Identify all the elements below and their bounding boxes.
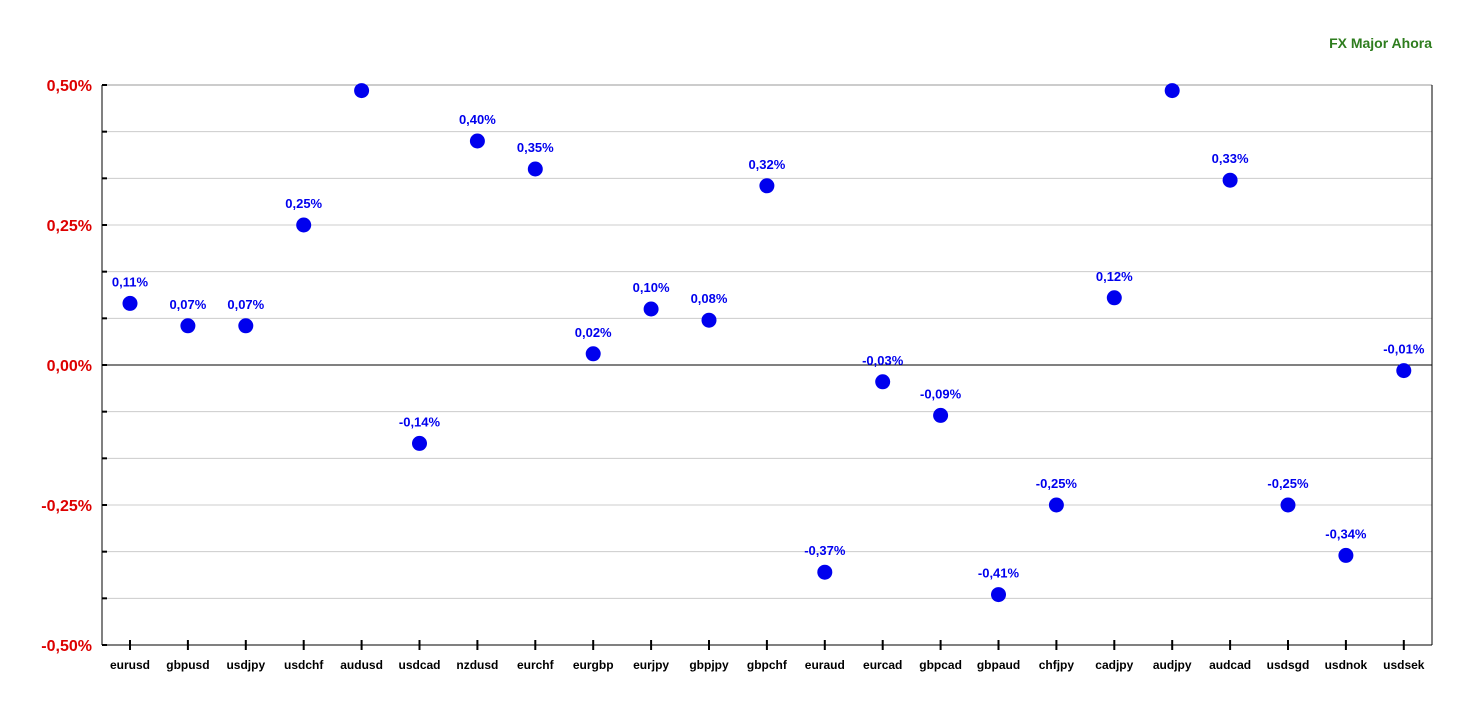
x-tick-label: eurusd <box>110 658 150 672</box>
data-label-gbpcad: -0,09% <box>920 386 962 401</box>
data-label-usdnok: -0,34% <box>1325 526 1367 541</box>
data-point-audcad <box>1222 172 1238 188</box>
x-tick-label: gbpchf <box>747 658 788 672</box>
data-point-gbpaud <box>991 587 1006 603</box>
y-tick-label: 0,25% <box>47 218 92 235</box>
data-point-usdjpy <box>238 318 254 334</box>
x-tick-label: chfjpy <box>1039 658 1075 672</box>
data-label-audcad: 0,33% <box>1212 151 1249 166</box>
data-point-audusd <box>354 83 370 99</box>
data-label-eurusd: 0,11% <box>112 274 149 289</box>
x-tick-label: gbpcad <box>919 658 962 672</box>
data-label-usdsek: -0,01% <box>1383 342 1425 357</box>
y-axis-ticks: 0,50% 0,25% 0,00% -0,25% -0,50% <box>41 78 107 655</box>
data-label-gbpjpy: 0,08% <box>691 291 728 306</box>
x-tick-label: eurchf <box>517 658 555 672</box>
x-tick-label: cadjpy <box>1095 658 1133 672</box>
data-label-usdjpy: 0,07% <box>227 297 264 312</box>
data-point-audjpy <box>1164 83 1180 99</box>
data-point-eurcad <box>875 374 891 390</box>
x-tick-label: usdcad <box>398 658 440 672</box>
data-points <box>122 83 1412 603</box>
data-label-eurgbp: 0,02% <box>575 325 612 340</box>
x-tick-label: euraud <box>805 658 845 672</box>
x-tick-label: usdsgd <box>1267 658 1310 672</box>
x-tick-label: usdjpy <box>226 658 265 672</box>
data-point-eurgbp <box>585 346 601 362</box>
data-point-eurchf <box>527 161 543 177</box>
data-point-eurusd <box>122 295 138 311</box>
x-tick-label: audusd <box>340 658 383 672</box>
x-tick-label: gbpaud <box>977 658 1020 672</box>
data-point-gbpchf <box>759 178 775 194</box>
data-label-eurchf: 0,35% <box>517 140 554 155</box>
y-tick-label: -0,25% <box>41 498 92 515</box>
data-point-usdcad <box>412 435 427 451</box>
x-tick-label: usdchf <box>284 658 324 672</box>
data-label-cadjpy: 0,12% <box>1096 269 1133 284</box>
x-tick-label: audcad <box>1209 658 1251 672</box>
data-point-usdchf <box>296 217 312 233</box>
data-point-gbpjpy <box>701 312 717 328</box>
x-tick-label: usdnok <box>1325 658 1368 672</box>
chart-title: FX Major Ahora <box>1329 35 1432 51</box>
data-label-usdcad: -0,14% <box>399 414 441 429</box>
x-axis-ticks: eurusd gbpusd usdjpy usdchf audusd usdcad nzdu… <box>110 640 1425 672</box>
data-point-usdsek <box>1396 363 1412 379</box>
data-label-eurjpy: 0,10% <box>633 280 670 295</box>
y-tick-label: 0,00% <box>47 358 92 375</box>
data-label-nzdusd: 0,40% <box>459 112 496 127</box>
x-tick-label: eurgbp <box>573 658 614 672</box>
x-tick-label: gbpusd <box>166 658 209 672</box>
y-tick-label: 0,50% <box>47 78 92 95</box>
data-point-eurjpy <box>643 301 659 317</box>
data-label-chfjpy: -0,25% <box>1036 476 1078 491</box>
x-tick-label: usdsek <box>1383 658 1425 672</box>
x-tick-label: audjpy <box>1153 658 1192 672</box>
x-tick-label: eurcad <box>863 658 902 672</box>
data-point-nzdusd <box>469 133 485 149</box>
data-point-usdsgd <box>1280 497 1296 513</box>
data-label-usdchf: 0,25% <box>285 196 322 211</box>
data-label-gbpchf: 0,32% <box>748 157 785 172</box>
y-tick-label: -0,50% <box>41 638 92 655</box>
x-tick-label: eurjpy <box>633 658 669 672</box>
data-point-euraud <box>817 564 833 580</box>
x-tick-label: nzdusd <box>456 658 498 672</box>
data-label-usdsgd: -0,25% <box>1267 476 1309 491</box>
data-point-gbpusd <box>180 318 196 334</box>
data-point-gbpcad <box>933 407 949 423</box>
data-labels: 0,11% 0,07% 0,07% 0,25% -0,14% 0,40% 0,35% 0,02… <box>112 112 1425 581</box>
data-label-gbpusd: 0,07% <box>169 297 206 312</box>
x-tick-label: gbpjpy <box>689 658 729 672</box>
data-point-cadjpy <box>1106 290 1122 306</box>
data-point-chfjpy <box>1048 497 1064 513</box>
data-point-usdnok <box>1338 547 1354 563</box>
data-label-euraud: -0,37% <box>804 543 846 558</box>
data-label-gbpaud: -0,41% <box>978 566 1020 581</box>
data-label-eurcad: -0,03% <box>862 353 904 368</box>
